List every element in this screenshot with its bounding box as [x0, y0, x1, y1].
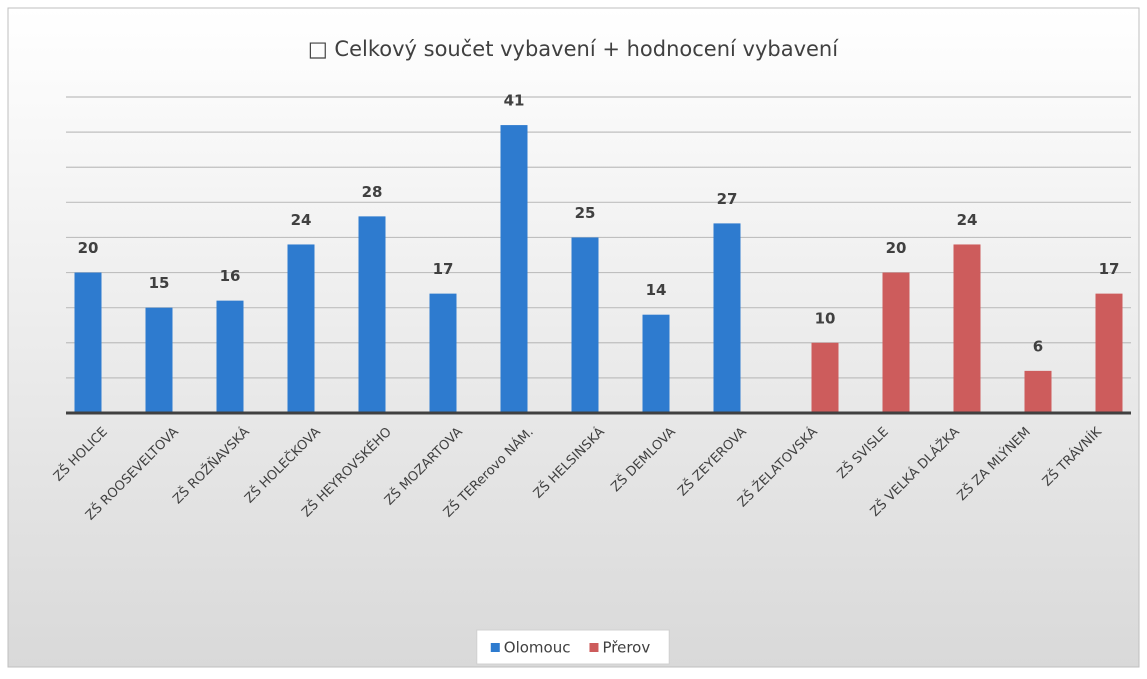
bar	[642, 314, 670, 413]
data-label: 25	[575, 204, 596, 222]
bar	[953, 244, 981, 413]
bar	[429, 293, 457, 413]
bar	[811, 342, 839, 413]
data-label: 24	[291, 211, 312, 229]
bar	[74, 272, 102, 413]
data-label: 27	[717, 190, 738, 208]
data-label: 6	[1033, 337, 1043, 355]
data-label: 20	[886, 239, 907, 257]
bar	[1095, 293, 1123, 413]
chart-title: □ Celkový součet vybavení + hodnocení vy…	[308, 37, 839, 61]
bar	[571, 237, 599, 413]
bar	[216, 300, 244, 413]
legend-label: Olomouc	[504, 639, 571, 657]
bar	[1024, 370, 1052, 413]
data-label: 41	[504, 92, 525, 110]
bar	[713, 223, 741, 413]
data-label: 28	[362, 183, 383, 201]
bar	[882, 272, 910, 413]
data-label: 24	[957, 211, 978, 229]
data-label: 20	[78, 239, 99, 257]
bar	[358, 216, 386, 413]
bar	[287, 244, 315, 413]
data-label: 17	[433, 260, 454, 278]
data-label: 15	[149, 274, 170, 292]
data-label: 14	[646, 281, 667, 299]
data-label: 17	[1099, 260, 1120, 278]
data-label: 10	[815, 309, 836, 327]
legend-swatch	[589, 643, 599, 652]
bar	[145, 307, 173, 413]
data-label: 16	[220, 267, 241, 285]
legend-swatch	[490, 643, 500, 652]
bar	[500, 125, 528, 413]
legend-label: Přerov	[602, 639, 650, 657]
legend-box	[476, 629, 670, 665]
